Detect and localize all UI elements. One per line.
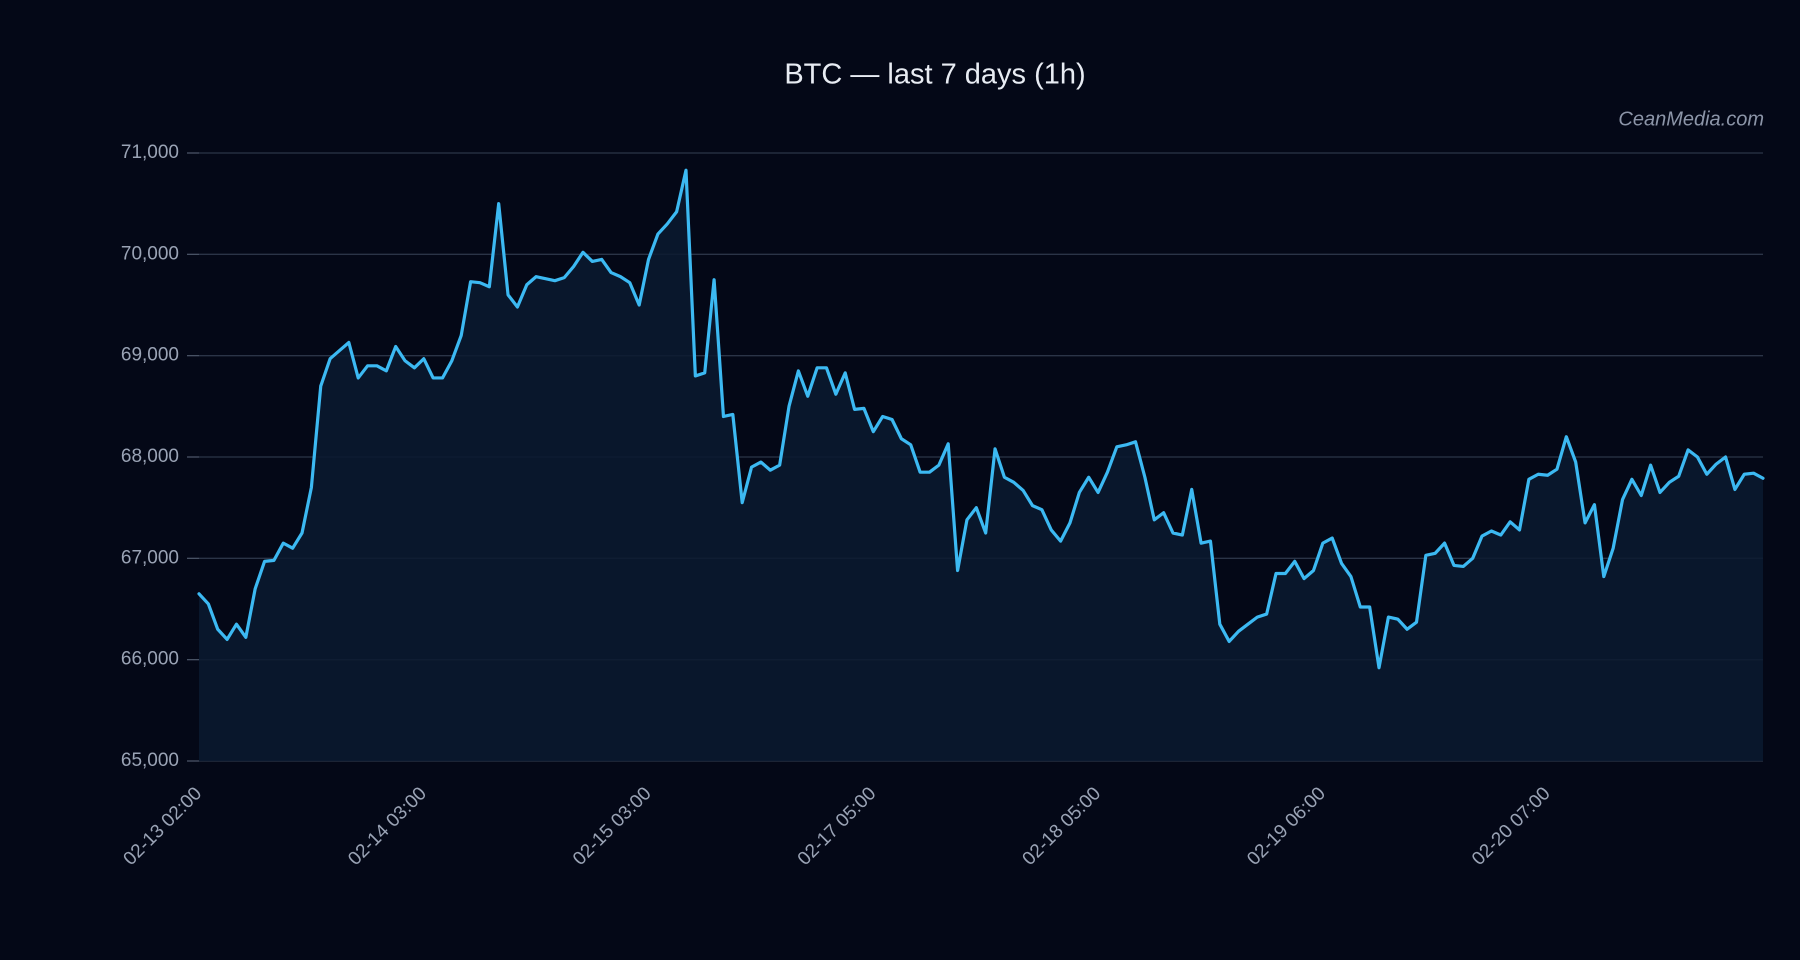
line xyxy=(197,168,1765,670)
y-tick-label: 69,000 xyxy=(121,345,179,366)
area xyxy=(199,170,1763,762)
chart-title: BTC — last 7 days (1h) xyxy=(784,59,1085,91)
y-tick-label: 67,000 xyxy=(121,547,179,568)
y-tick-label: 71,000 xyxy=(121,142,179,163)
y-tick-label: 68,000 xyxy=(121,446,179,467)
y-tick-label: 65,000 xyxy=(121,750,179,771)
watermark: CeanMedia.com xyxy=(1618,108,1764,130)
y-tick-label: 70,000 xyxy=(121,243,179,264)
y-tick-label: 66,000 xyxy=(121,649,179,670)
